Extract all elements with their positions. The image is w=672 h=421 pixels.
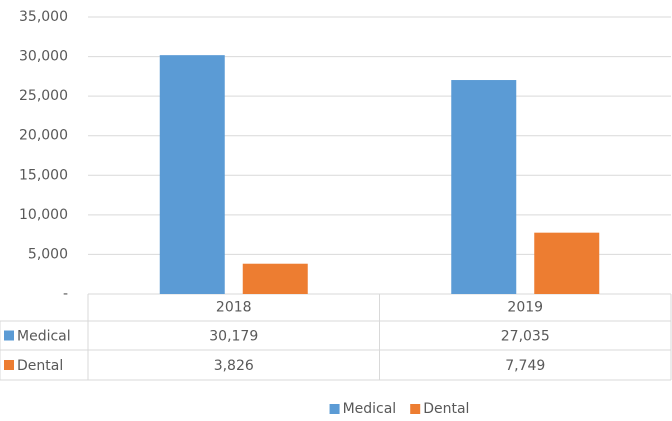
legend-label: Dental bbox=[423, 401, 469, 417]
bar bbox=[159, 55, 225, 294]
legend-key bbox=[410, 404, 421, 414]
table-cell: 7,749 bbox=[505, 358, 545, 374]
bar bbox=[451, 80, 517, 294]
y-tick-label: 10,000 bbox=[19, 207, 68, 223]
table-row-label: Dental bbox=[17, 358, 63, 374]
legend-label: Medical bbox=[343, 401, 397, 417]
y-tick-label: 5,000 bbox=[28, 246, 68, 262]
bar bbox=[534, 232, 600, 294]
table-cell: 30,179 bbox=[209, 329, 258, 345]
y-tick-label: 35,000 bbox=[19, 9, 68, 25]
y-tick-label: - bbox=[63, 286, 68, 302]
table-row-label: Medical bbox=[17, 329, 71, 345]
y-tick-label: 30,000 bbox=[19, 49, 68, 65]
y-tick-label: 25,000 bbox=[19, 88, 68, 104]
table-legend-key bbox=[4, 360, 14, 370]
legend-key bbox=[329, 404, 340, 414]
y-tick-label: 20,000 bbox=[19, 128, 68, 144]
table-legend-key bbox=[4, 330, 14, 341]
table-cell: 27,035 bbox=[501, 329, 550, 345]
bar bbox=[242, 263, 308, 294]
x-tick-label: 2019 bbox=[507, 300, 543, 316]
table-cell: 3,826 bbox=[214, 358, 254, 374]
x-tick-label: 2018 bbox=[216, 300, 252, 316]
y-tick-label: 15,000 bbox=[19, 167, 68, 183]
